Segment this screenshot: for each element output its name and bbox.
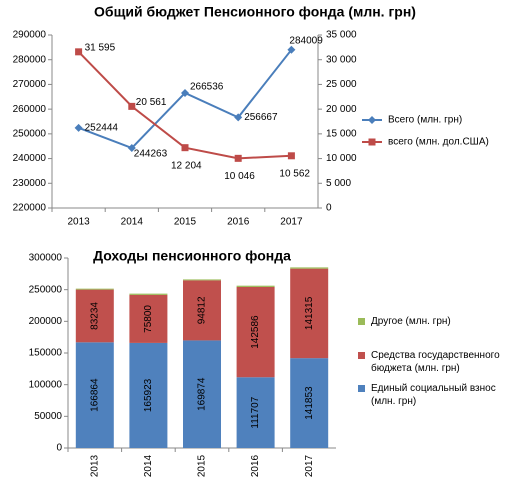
data-label: 10 046 (224, 171, 255, 182)
bar-segment (75, 289, 114, 343)
x-tick-label: 2015 (174, 217, 197, 228)
y-tick-label: 230000 (13, 178, 47, 189)
data-label: 111707 (250, 396, 261, 428)
y-tick-label: 250000 (29, 284, 63, 295)
data-label: 141853 (304, 386, 315, 420)
point (181, 144, 189, 152)
bar-segment (236, 285, 275, 287)
legend-label: Единый социальный взнос (млн. грн) (371, 383, 496, 407)
bar-segment (75, 288, 114, 290)
legend-swatch (358, 385, 365, 392)
y-tick-label: 240000 (13, 153, 47, 164)
y-tick-label: 260000 (13, 104, 47, 115)
y-tick-label: 150000 (29, 348, 63, 359)
x-tick-label: 2017 (304, 454, 315, 477)
y-tick-label: 250000 (13, 128, 47, 139)
point (368, 138, 376, 146)
point (128, 102, 136, 110)
data-label: 266536 (190, 82, 224, 93)
point (287, 45, 296, 54)
bar-segment (236, 286, 275, 378)
legend-label: Всего (млн. грн) (388, 115, 462, 126)
point (287, 152, 295, 160)
bar-segment (290, 268, 329, 359)
legend-swatch (358, 352, 365, 359)
data-label: 94812 (197, 296, 208, 324)
bar-segment (236, 377, 275, 448)
bar-segment (129, 342, 168, 448)
legend-label: всего (млн. дол.США) (388, 137, 489, 148)
chart-title: Общий бюджет Пенсионного фонда (млн. грн… (94, 4, 416, 20)
x-tick-label: 2016 (250, 454, 261, 477)
bar-segment (290, 358, 329, 448)
legend-item: Единый социальный взнос (млн. грн) (358, 382, 507, 408)
x-tick-label: 2014 (121, 217, 144, 228)
bar-segment (75, 342, 114, 448)
y2-tick-label: 30 000 (326, 54, 357, 65)
x-tick-label: 2013 (67, 217, 90, 228)
data-label: 165923 (143, 378, 154, 412)
data-label: 20 561 (136, 97, 167, 108)
line (77, 51, 292, 160)
data-label: 12 204 (171, 160, 202, 171)
data-label: 83234 (89, 302, 100, 330)
chart-title: Доходы пенсионного фонда (93, 248, 291, 264)
x-tick-label: 2014 (143, 454, 154, 477)
data-label: 166864 (89, 378, 100, 412)
data-label: 31 595 (85, 42, 116, 53)
legend-label: Другое (млн. грн) (371, 316, 451, 327)
data-label: 256667 (244, 112, 278, 123)
y2-tick-label: 15 000 (326, 128, 357, 139)
point (234, 154, 242, 162)
y-tick-label: 270000 (13, 79, 47, 90)
y2-tick-label: 0 (326, 203, 332, 214)
legend-item: Средства государственного бюджета (млн. … (358, 349, 507, 375)
y-tick-label: 0 (56, 443, 62, 454)
point (234, 113, 243, 122)
data-label: 142586 (250, 315, 261, 349)
y2-tick-label: 20 000 (326, 104, 357, 115)
bar-segment (183, 340, 221, 448)
data-label: 244263 (134, 149, 168, 160)
data-label: 75800 (143, 305, 154, 333)
y2-tick-label: 5 000 (326, 178, 351, 189)
point (127, 144, 136, 153)
data-label: 284009 (289, 35, 323, 46)
y-tick-label: 200000 (29, 316, 63, 327)
x-tick-label: 2013 (89, 454, 100, 477)
y-tick-label: 100000 (29, 379, 63, 390)
y-tick-label: 220000 (13, 203, 47, 214)
y-tick-label: 50000 (34, 411, 62, 422)
bar-segment (290, 267, 329, 269)
bar-segment (183, 279, 221, 281)
bar-segment (183, 280, 221, 341)
x-tick-label: 2017 (280, 217, 303, 228)
point (74, 123, 83, 132)
legend-label: Средства государственного бюджета (млн. … (371, 350, 500, 374)
point (368, 116, 376, 124)
data-label: 252444 (85, 122, 119, 133)
point (181, 88, 189, 97)
data-label: 10 562 (279, 168, 310, 179)
bar-segment (129, 294, 168, 343)
data-label: 141315 (304, 296, 315, 330)
y2-tick-label: 10 000 (326, 153, 357, 164)
legend-item: Другое (млн. грн) (358, 315, 507, 328)
bar-segment (129, 293, 168, 295)
x-tick-label: 2015 (197, 454, 208, 477)
y2-tick-label: 25 000 (326, 79, 357, 90)
x-tick-label: 2016 (227, 217, 250, 228)
y-tick-label: 280000 (13, 54, 47, 65)
y-tick-label: 300000 (29, 253, 63, 264)
y2-tick-label: 35 000 (326, 30, 357, 41)
legend-swatch (358, 318, 365, 325)
data-label: 169874 (197, 377, 208, 411)
point (75, 48, 83, 56)
y-tick-label: 290000 (13, 30, 47, 41)
